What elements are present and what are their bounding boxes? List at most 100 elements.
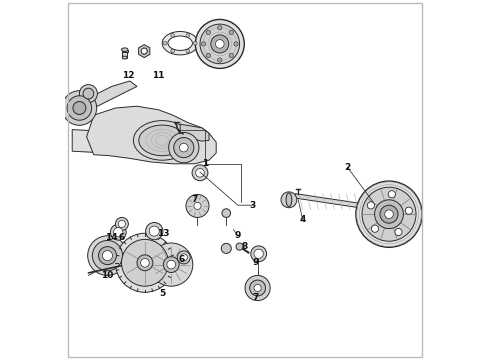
Circle shape <box>62 91 97 125</box>
Circle shape <box>174 138 194 158</box>
Polygon shape <box>69 81 137 115</box>
Ellipse shape <box>133 121 191 160</box>
Ellipse shape <box>139 125 186 156</box>
Circle shape <box>186 33 190 37</box>
Circle shape <box>116 233 174 292</box>
Text: 3: 3 <box>249 201 255 210</box>
Circle shape <box>385 210 393 219</box>
Circle shape <box>141 258 149 267</box>
Circle shape <box>180 254 187 261</box>
Ellipse shape <box>286 193 292 207</box>
Text: 9: 9 <box>235 231 241 240</box>
Polygon shape <box>72 130 209 158</box>
Circle shape <box>92 240 122 271</box>
Circle shape <box>169 132 199 163</box>
Polygon shape <box>122 50 128 52</box>
Circle shape <box>179 143 188 152</box>
Text: 6: 6 <box>119 233 125 242</box>
Circle shape <box>141 48 147 54</box>
Circle shape <box>201 42 206 46</box>
Circle shape <box>368 202 374 209</box>
Ellipse shape <box>122 56 127 59</box>
Circle shape <box>116 217 128 230</box>
Circle shape <box>196 168 204 177</box>
Circle shape <box>206 30 211 35</box>
Ellipse shape <box>168 36 193 50</box>
Text: 12: 12 <box>122 71 134 80</box>
Circle shape <box>118 220 125 228</box>
Circle shape <box>102 251 113 261</box>
Circle shape <box>222 209 231 217</box>
Circle shape <box>362 187 416 241</box>
Circle shape <box>211 35 229 53</box>
Circle shape <box>245 275 270 301</box>
Circle shape <box>374 200 403 229</box>
Circle shape <box>206 53 211 58</box>
Circle shape <box>236 243 243 250</box>
Circle shape <box>234 42 238 46</box>
Ellipse shape <box>162 31 198 55</box>
Circle shape <box>67 96 92 120</box>
Text: 11: 11 <box>151 71 164 80</box>
Circle shape <box>186 49 190 53</box>
Circle shape <box>194 202 201 210</box>
Circle shape <box>146 222 163 240</box>
Circle shape <box>388 191 395 198</box>
Circle shape <box>137 255 153 271</box>
Text: 13: 13 <box>157 230 169 239</box>
Circle shape <box>88 236 127 275</box>
Circle shape <box>218 58 222 62</box>
Text: 6: 6 <box>179 255 185 264</box>
Circle shape <box>395 228 402 235</box>
Text: 7: 7 <box>192 195 198 204</box>
Text: 8: 8 <box>242 242 248 251</box>
Polygon shape <box>87 106 216 164</box>
Circle shape <box>177 251 190 264</box>
Polygon shape <box>122 52 127 58</box>
Text: 14: 14 <box>105 233 118 242</box>
Text: 7: 7 <box>253 292 259 302</box>
Circle shape <box>371 225 379 232</box>
Circle shape <box>196 19 245 68</box>
Text: 1: 1 <box>202 159 209 168</box>
Circle shape <box>122 239 169 286</box>
Ellipse shape <box>122 48 128 51</box>
Text: 2: 2 <box>344 163 351 172</box>
Circle shape <box>171 33 174 37</box>
Circle shape <box>83 88 94 99</box>
Circle shape <box>405 207 413 214</box>
Circle shape <box>163 257 179 273</box>
Circle shape <box>114 228 123 237</box>
Circle shape <box>250 280 266 296</box>
Circle shape <box>380 205 398 223</box>
Polygon shape <box>180 124 209 141</box>
Circle shape <box>356 181 422 247</box>
Text: 9: 9 <box>253 258 259 267</box>
Circle shape <box>229 30 233 35</box>
Circle shape <box>79 85 98 103</box>
Circle shape <box>167 260 175 269</box>
Circle shape <box>149 243 193 286</box>
Text: 10: 10 <box>101 271 114 280</box>
Circle shape <box>171 49 174 53</box>
Circle shape <box>221 243 231 253</box>
Circle shape <box>251 246 267 262</box>
Text: 4: 4 <box>299 215 306 224</box>
Circle shape <box>281 192 297 208</box>
Text: 5: 5 <box>159 289 165 298</box>
Circle shape <box>229 53 233 58</box>
Circle shape <box>98 247 117 265</box>
Circle shape <box>194 41 197 45</box>
Circle shape <box>254 249 263 258</box>
Circle shape <box>216 40 224 48</box>
Circle shape <box>110 224 126 240</box>
Circle shape <box>73 102 86 114</box>
Circle shape <box>192 165 208 181</box>
Circle shape <box>163 41 167 45</box>
Circle shape <box>218 26 222 30</box>
Circle shape <box>200 24 240 64</box>
Polygon shape <box>294 194 373 210</box>
Circle shape <box>186 194 209 217</box>
Circle shape <box>254 284 261 292</box>
Circle shape <box>149 226 159 236</box>
